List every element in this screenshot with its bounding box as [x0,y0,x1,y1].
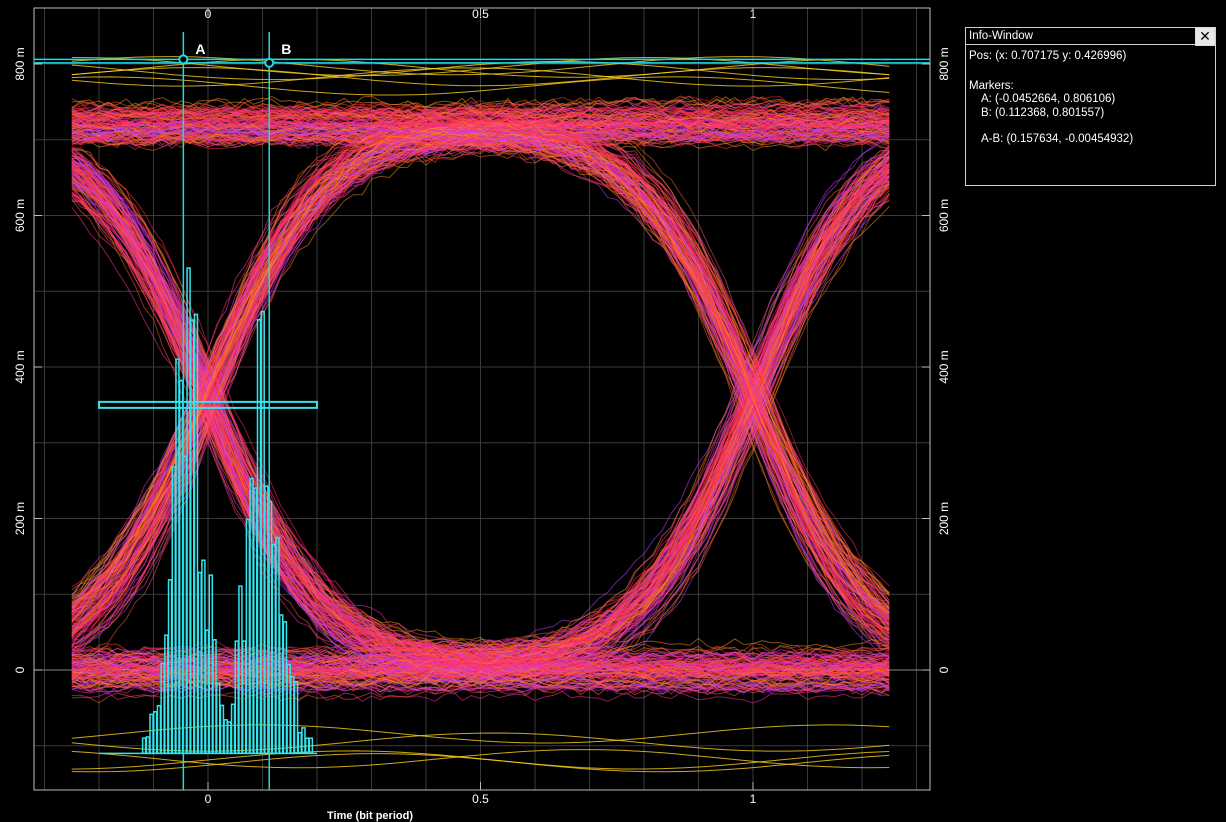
eye-trace [71,151,890,670]
eye-trace [71,121,890,647]
eye-trace [71,130,890,146]
eye-trace [71,156,890,674]
outlier-trace [71,60,890,81]
y-tick-label-left: 200 m [13,502,27,535]
eye-trace [71,179,890,671]
y-tick-label-right: 600 m [937,199,951,232]
eye-trace [71,95,890,615]
x-tick-label-bottom: 1 [750,792,757,806]
marker-a-handle [178,54,189,65]
histogram-level-bar [98,400,318,409]
y-tick-label-left: 400 m [13,350,27,383]
outlier-trace [71,56,890,76]
y-tick-label-right: 800 m [937,47,951,80]
frame-rect [33,7,931,791]
close-icon[interactable]: ✕ [1195,27,1215,46]
marker-b-handle [264,57,275,68]
y-tick-label-right: 0 [937,666,951,673]
marker-a-label: A [195,41,205,57]
eye-trace [71,132,890,607]
outlier-trace [71,749,890,769]
eye-trace [71,97,890,110]
y-tick-label-right: 200 m [937,502,951,535]
eye-trace [71,162,890,662]
marker-a-readout: A: (-0.0452664, 0.806106) [981,93,1116,105]
eye-trace [71,106,890,618]
x-tick-label-bottom: 0 [205,792,212,806]
outlier-trace [71,753,890,773]
eye-trace [71,115,890,595]
plot-frame [33,7,931,791]
eye-trace [71,134,890,605]
markers-heading: Markers: [969,80,1014,92]
outlier-trace [71,67,890,87]
marker-b-readout: B: (0.112368, 0.801557) [981,107,1105,119]
eye-trace [71,164,890,676]
info-window-titlebar[interactable]: Info-Window ✕ [966,27,1215,46]
info-window[interactable]: Info-Window ✕ Pos: (x: 0.707175 y: 0.426… [965,27,1216,186]
delta-readout: A-B: (0.157634, -0.00454932) [981,133,1134,145]
y-tick-label-left: 800 m [13,47,27,80]
x-axis-label: Time (bit period) [327,810,413,822]
eye-trace [71,194,890,681]
eye-trace [71,123,890,138]
outlier-trace [71,67,890,87]
y-tick-label-left: 600 m [13,199,27,232]
x-tick-label-bottom: 0.5 [472,792,489,806]
eye-traces [71,56,890,773]
outlier-trace [71,76,890,96]
info-window-title: Info-Window [969,30,1033,42]
eye-trace [71,134,890,150]
eye-trace [71,114,890,130]
eye-trace [71,107,890,123]
eye-trace [71,125,890,651]
eye-trace [71,105,890,641]
eye-trace [71,126,890,612]
y-tick-label-right: 400 m [937,350,951,383]
pos-readout: Pos: (x: 0.707175 y: 0.426996) [969,50,1127,62]
y-tick-label-left: 0 [13,666,27,673]
marker-b-label: B [281,41,291,57]
eye-trace [71,147,890,644]
